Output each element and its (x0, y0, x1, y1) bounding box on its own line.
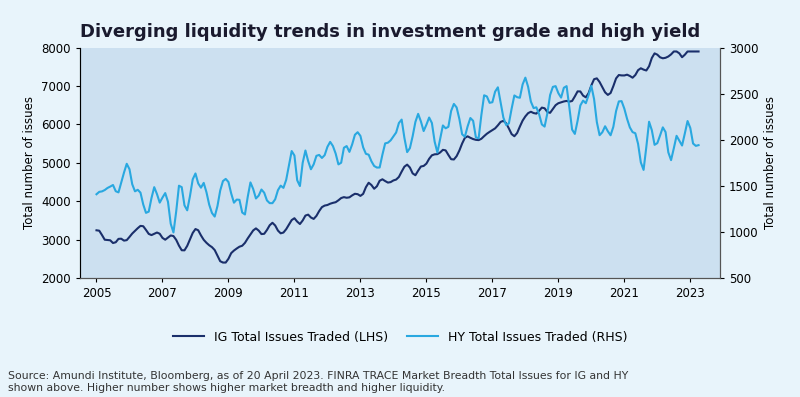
IG Total Issues Traded (LHS) (416, 164, 426, 169)
IG Total Issues Traded (LHS) (270, 223, 280, 228)
HY Total Issues Traded (RHS) (694, 143, 703, 148)
HY Total Issues Traded (RHS) (636, 160, 646, 165)
Legend: IG Total Issues Traded (LHS), HY Total Issues Traded (RHS): IG Total Issues Traded (LHS), HY Total I… (167, 326, 633, 349)
IG Total Issues Traded (LHS) (694, 49, 703, 54)
Line: HY Total Issues Traded (RHS): HY Total Issues Traded (RHS) (97, 78, 698, 233)
HY Total Issues Traded (RHS) (270, 197, 280, 202)
HY Total Issues Traded (RHS) (416, 119, 426, 124)
HY Total Issues Traded (RHS) (259, 190, 269, 195)
IG Total Issues Traded (LHS) (634, 68, 643, 73)
HY Total Issues Traded (RHS) (92, 192, 102, 197)
Text: Source: Amundi Institute, Bloomberg, as of 20 April 2023. FINRA TRACE Market Bre: Source: Amundi Institute, Bloomberg, as … (8, 372, 628, 393)
HY Total Issues Traded (RHS) (606, 133, 615, 138)
Text: Diverging liquidity trends in investment grade and high yield: Diverging liquidity trends in investment… (80, 23, 700, 40)
IG Total Issues Traded (LHS) (603, 93, 613, 97)
IG Total Issues Traded (LHS) (622, 72, 632, 77)
IG Total Issues Traded (LHS) (92, 228, 102, 233)
HY Total Issues Traded (RHS) (521, 75, 530, 80)
Y-axis label: Total number of issues: Total number of issues (22, 96, 36, 229)
IG Total Issues Traded (LHS) (672, 49, 682, 54)
Line: IG Total Issues Traded (LHS): IG Total Issues Traded (LHS) (97, 52, 698, 262)
HY Total Issues Traded (RHS) (169, 230, 178, 235)
IG Total Issues Traded (LHS) (218, 260, 228, 265)
IG Total Issues Traded (LHS) (259, 231, 269, 236)
Y-axis label: Total number of issues: Total number of issues (764, 96, 778, 229)
HY Total Issues Traded (RHS) (625, 125, 634, 130)
